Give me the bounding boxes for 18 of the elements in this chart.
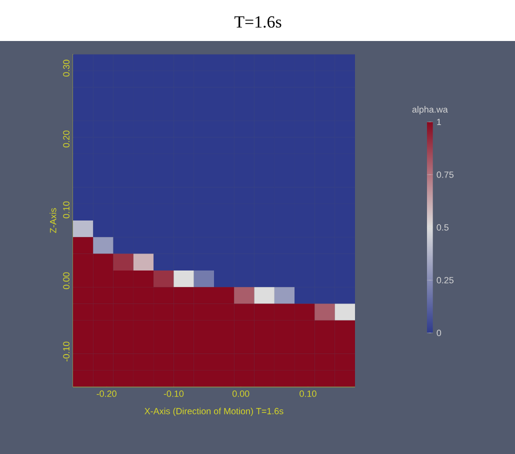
x-tick-label: -0.10: [164, 390, 184, 397]
color-bar-label: 1: [437, 118, 441, 126]
chart-title: T=1.6s: [234, 16, 282, 28]
color-bar-label: 0.5: [436, 224, 449, 231]
x-tick-label: 0.10: [300, 390, 316, 397]
y-axis-title: Z-Axis: [50, 208, 56, 233]
y-tick-label: -0.10: [63, 342, 70, 362]
y-tick-label: 0.20: [63, 130, 70, 148]
y-tick-label: 0.30: [63, 60, 70, 77]
x-tick-label: 0.00: [232, 390, 250, 397]
y-tick-label: 0.00: [63, 272, 70, 290]
color-bar-label: 0.25: [436, 277, 454, 284]
y-tick-label: 0.10: [63, 201, 70, 218]
x-tick-label: -0.20: [96, 390, 116, 397]
color-bar-title: alpha.wa: [412, 106, 448, 114]
x-axis-title: X-Axis (Direction of Motion) T=1.6s: [144, 408, 284, 416]
color-bar-label: 0: [436, 330, 442, 336]
color-bar-label: 0.75: [436, 171, 454, 178]
